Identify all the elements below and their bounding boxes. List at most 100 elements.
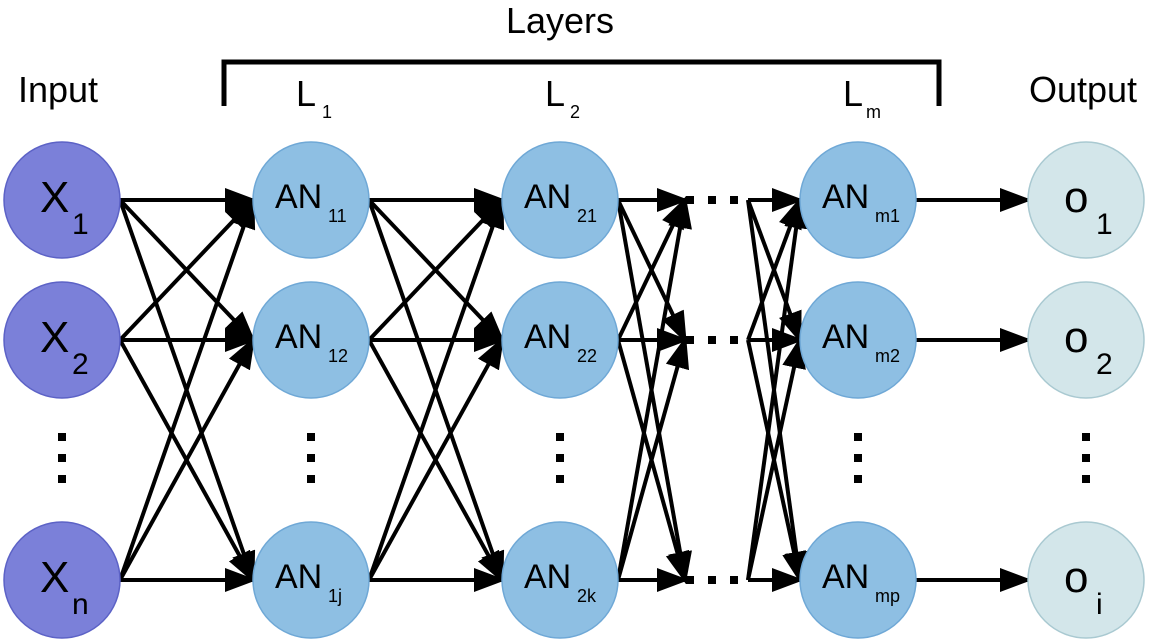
edge-l2-gap-2-1: [616, 336, 690, 581]
node-subscript: 2: [1096, 348, 1113, 381]
edge-l1-l2-2-0: [367, 196, 505, 581]
node-subscript: 12: [328, 346, 348, 366]
node-label: o: [1064, 173, 1088, 222]
output-heading: Output: [1029, 69, 1137, 110]
svg-text:m: m: [866, 102, 881, 122]
node-circle: [1027, 521, 1145, 639]
node-circle: [799, 141, 917, 259]
edge-input-l1-2-0: [118, 196, 256, 581]
node-layer1-12: AN 12: [252, 281, 370, 399]
node-subscript: 22: [577, 346, 597, 366]
node-circle: [1027, 141, 1145, 259]
node-layer2-22: AN 22: [501, 281, 619, 399]
node-subscript: 1j: [328, 586, 342, 606]
gap-dot-2-0: [686, 576, 694, 584]
vdot-1-2: [307, 475, 315, 483]
node-input-1: X1: [3, 141, 121, 259]
vdot-0-2: [58, 475, 66, 483]
node-label: AN: [822, 318, 869, 356]
node-label: AN: [524, 318, 571, 356]
svg-text:L: L: [296, 73, 316, 114]
layer-gap-ellipsis: [686, 196, 738, 584]
node-circle: [501, 281, 619, 399]
edge-l1-l2-2-1: [367, 336, 504, 581]
node-subscript: 1: [72, 208, 89, 241]
node-label: X: [40, 173, 69, 222]
node-subscript: 1: [1096, 208, 1113, 241]
connection-edges: [118, 188, 1032, 592]
node-circle: [252, 521, 370, 639]
node-circle: [799, 521, 917, 639]
node-label: X: [40, 313, 69, 362]
input-heading: Input: [18, 69, 98, 110]
node-label: AN: [275, 178, 322, 216]
node-layer2-2k: AN 2k: [501, 521, 619, 639]
node-circle: [252, 281, 370, 399]
vdot-2-2: [556, 475, 564, 483]
svg-text:L: L: [843, 73, 863, 114]
vdot-0-0: [58, 433, 66, 441]
node-circle: [3, 141, 121, 259]
node-circle: [3, 521, 121, 639]
vdot-4-2: [1082, 475, 1090, 483]
edge-gap-lm-2-0: [746, 196, 809, 581]
vdot-1-0: [307, 433, 315, 441]
node-layer1-11: AN 11: [252, 141, 370, 259]
vdot-2-1: [556, 454, 564, 462]
gap-dot-2-1: [708, 576, 716, 584]
node-label: AN: [822, 558, 869, 596]
svg-text:L: L: [545, 73, 565, 114]
gap-dot-0-0: [686, 196, 694, 204]
node-layerm-m1: AN m1: [799, 141, 917, 259]
gap-dot-2-2: [730, 576, 738, 584]
vdot-3-1: [854, 454, 862, 462]
node-output-i: oi: [1027, 521, 1145, 639]
node-layer2-21: AN 21: [501, 141, 619, 259]
vdot-0-1: [58, 454, 66, 462]
node-label: o: [1064, 313, 1088, 362]
vdot-4-1: [1082, 454, 1090, 462]
vdot-4-0: [1082, 433, 1090, 441]
gap-dot-1-2: [730, 336, 738, 344]
edge-l2-gap-2-0: [616, 196, 692, 581]
node-layerm-mp: AN mp: [799, 521, 917, 639]
vdot-3-2: [854, 475, 862, 483]
node-subscript: m1: [875, 206, 900, 226]
node-subscript: 11: [328, 206, 347, 226]
vdot-3-0: [854, 433, 862, 441]
node-circle: [252, 141, 370, 259]
node-subscript: n: [72, 588, 89, 621]
node-output-1: o1: [1027, 141, 1145, 259]
edge-input-l1-1-0: [118, 197, 256, 342]
node-label: o: [1064, 553, 1088, 602]
node-subscript: 2k: [577, 586, 597, 606]
node-subscript: mp: [875, 586, 900, 606]
node-subscript: 2: [72, 348, 89, 381]
node-subscript: m2: [875, 346, 900, 366]
edge-input-l1-2-1: [118, 336, 255, 581]
gap-dot-0-1: [708, 196, 716, 204]
edge-gap-lm-2-1: [746, 336, 806, 581]
node-label: X: [40, 553, 69, 602]
layer-label-l2: L 2: [545, 73, 580, 122]
edge-l1-l2-1-0: [367, 197, 505, 342]
gap-dot-0-2: [730, 196, 738, 204]
gap-dot-1-1: [708, 336, 716, 344]
node-input-n: Xn: [3, 521, 121, 639]
vdot-2-0: [556, 433, 564, 441]
node-subscript: 21: [577, 206, 597, 226]
node-label: AN: [524, 178, 571, 216]
node-label: AN: [275, 318, 322, 356]
node-circle: [799, 281, 917, 399]
node-label: AN: [524, 558, 571, 596]
node-circle: [1027, 281, 1145, 399]
layer-label-lm: L m: [843, 73, 881, 122]
node-circle: [501, 521, 619, 639]
svg-text:1: 1: [322, 102, 332, 122]
node-input-2: X2: [3, 281, 121, 399]
layers-bracket: [221, 59, 942, 106]
node-label: AN: [275, 558, 322, 596]
